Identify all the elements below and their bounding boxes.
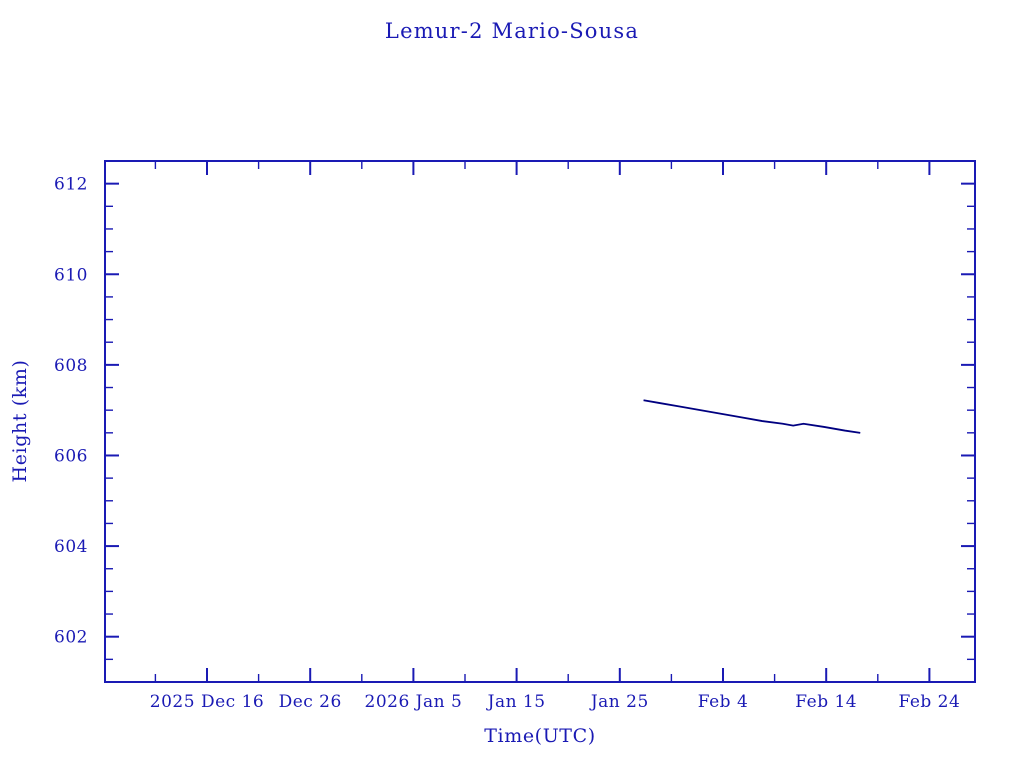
x-axis-tick-labels: 2025 Dec 16 Dec 26 2026 Jan 5 Jan 15 Jan 25 F… bbox=[150, 692, 960, 712]
x-axis-ticks bbox=[154, 161, 931, 682]
data-series-height bbox=[643, 399, 861, 434]
y-tick-label: 606 bbox=[54, 446, 88, 466]
y-axis-ticks bbox=[105, 160, 975, 683]
x-tick-label: Dec 26 bbox=[279, 692, 342, 712]
x-axis-title: Time(UTC) bbox=[484, 725, 595, 747]
x-tick-label: Jan 15 bbox=[486, 692, 546, 712]
y-axis-tick-labels: 602 604 606 608 610 612 bbox=[54, 175, 88, 648]
x-tick-label: Feb 24 bbox=[898, 692, 960, 712]
y-axis-title: Height (km) bbox=[9, 360, 31, 483]
y-tick-label: 604 bbox=[54, 537, 88, 557]
y-tick-label: 608 bbox=[54, 356, 88, 376]
x-tick-label: Jan 25 bbox=[589, 692, 649, 712]
chart-title: Lemur-2 Mario-Sousa bbox=[385, 19, 639, 43]
y-tick-label: 612 bbox=[54, 175, 88, 195]
x-tick-label: 2025 Dec 16 bbox=[150, 692, 264, 712]
x-tick-label: Feb 14 bbox=[795, 692, 857, 712]
y-tick-label: 602 bbox=[54, 628, 88, 648]
x-tick-label: Feb 4 bbox=[698, 692, 749, 712]
x-tick-label: 2026 Jan 5 bbox=[365, 692, 463, 712]
y-tick-label: 610 bbox=[54, 265, 88, 285]
plot-frame bbox=[104, 160, 976, 683]
